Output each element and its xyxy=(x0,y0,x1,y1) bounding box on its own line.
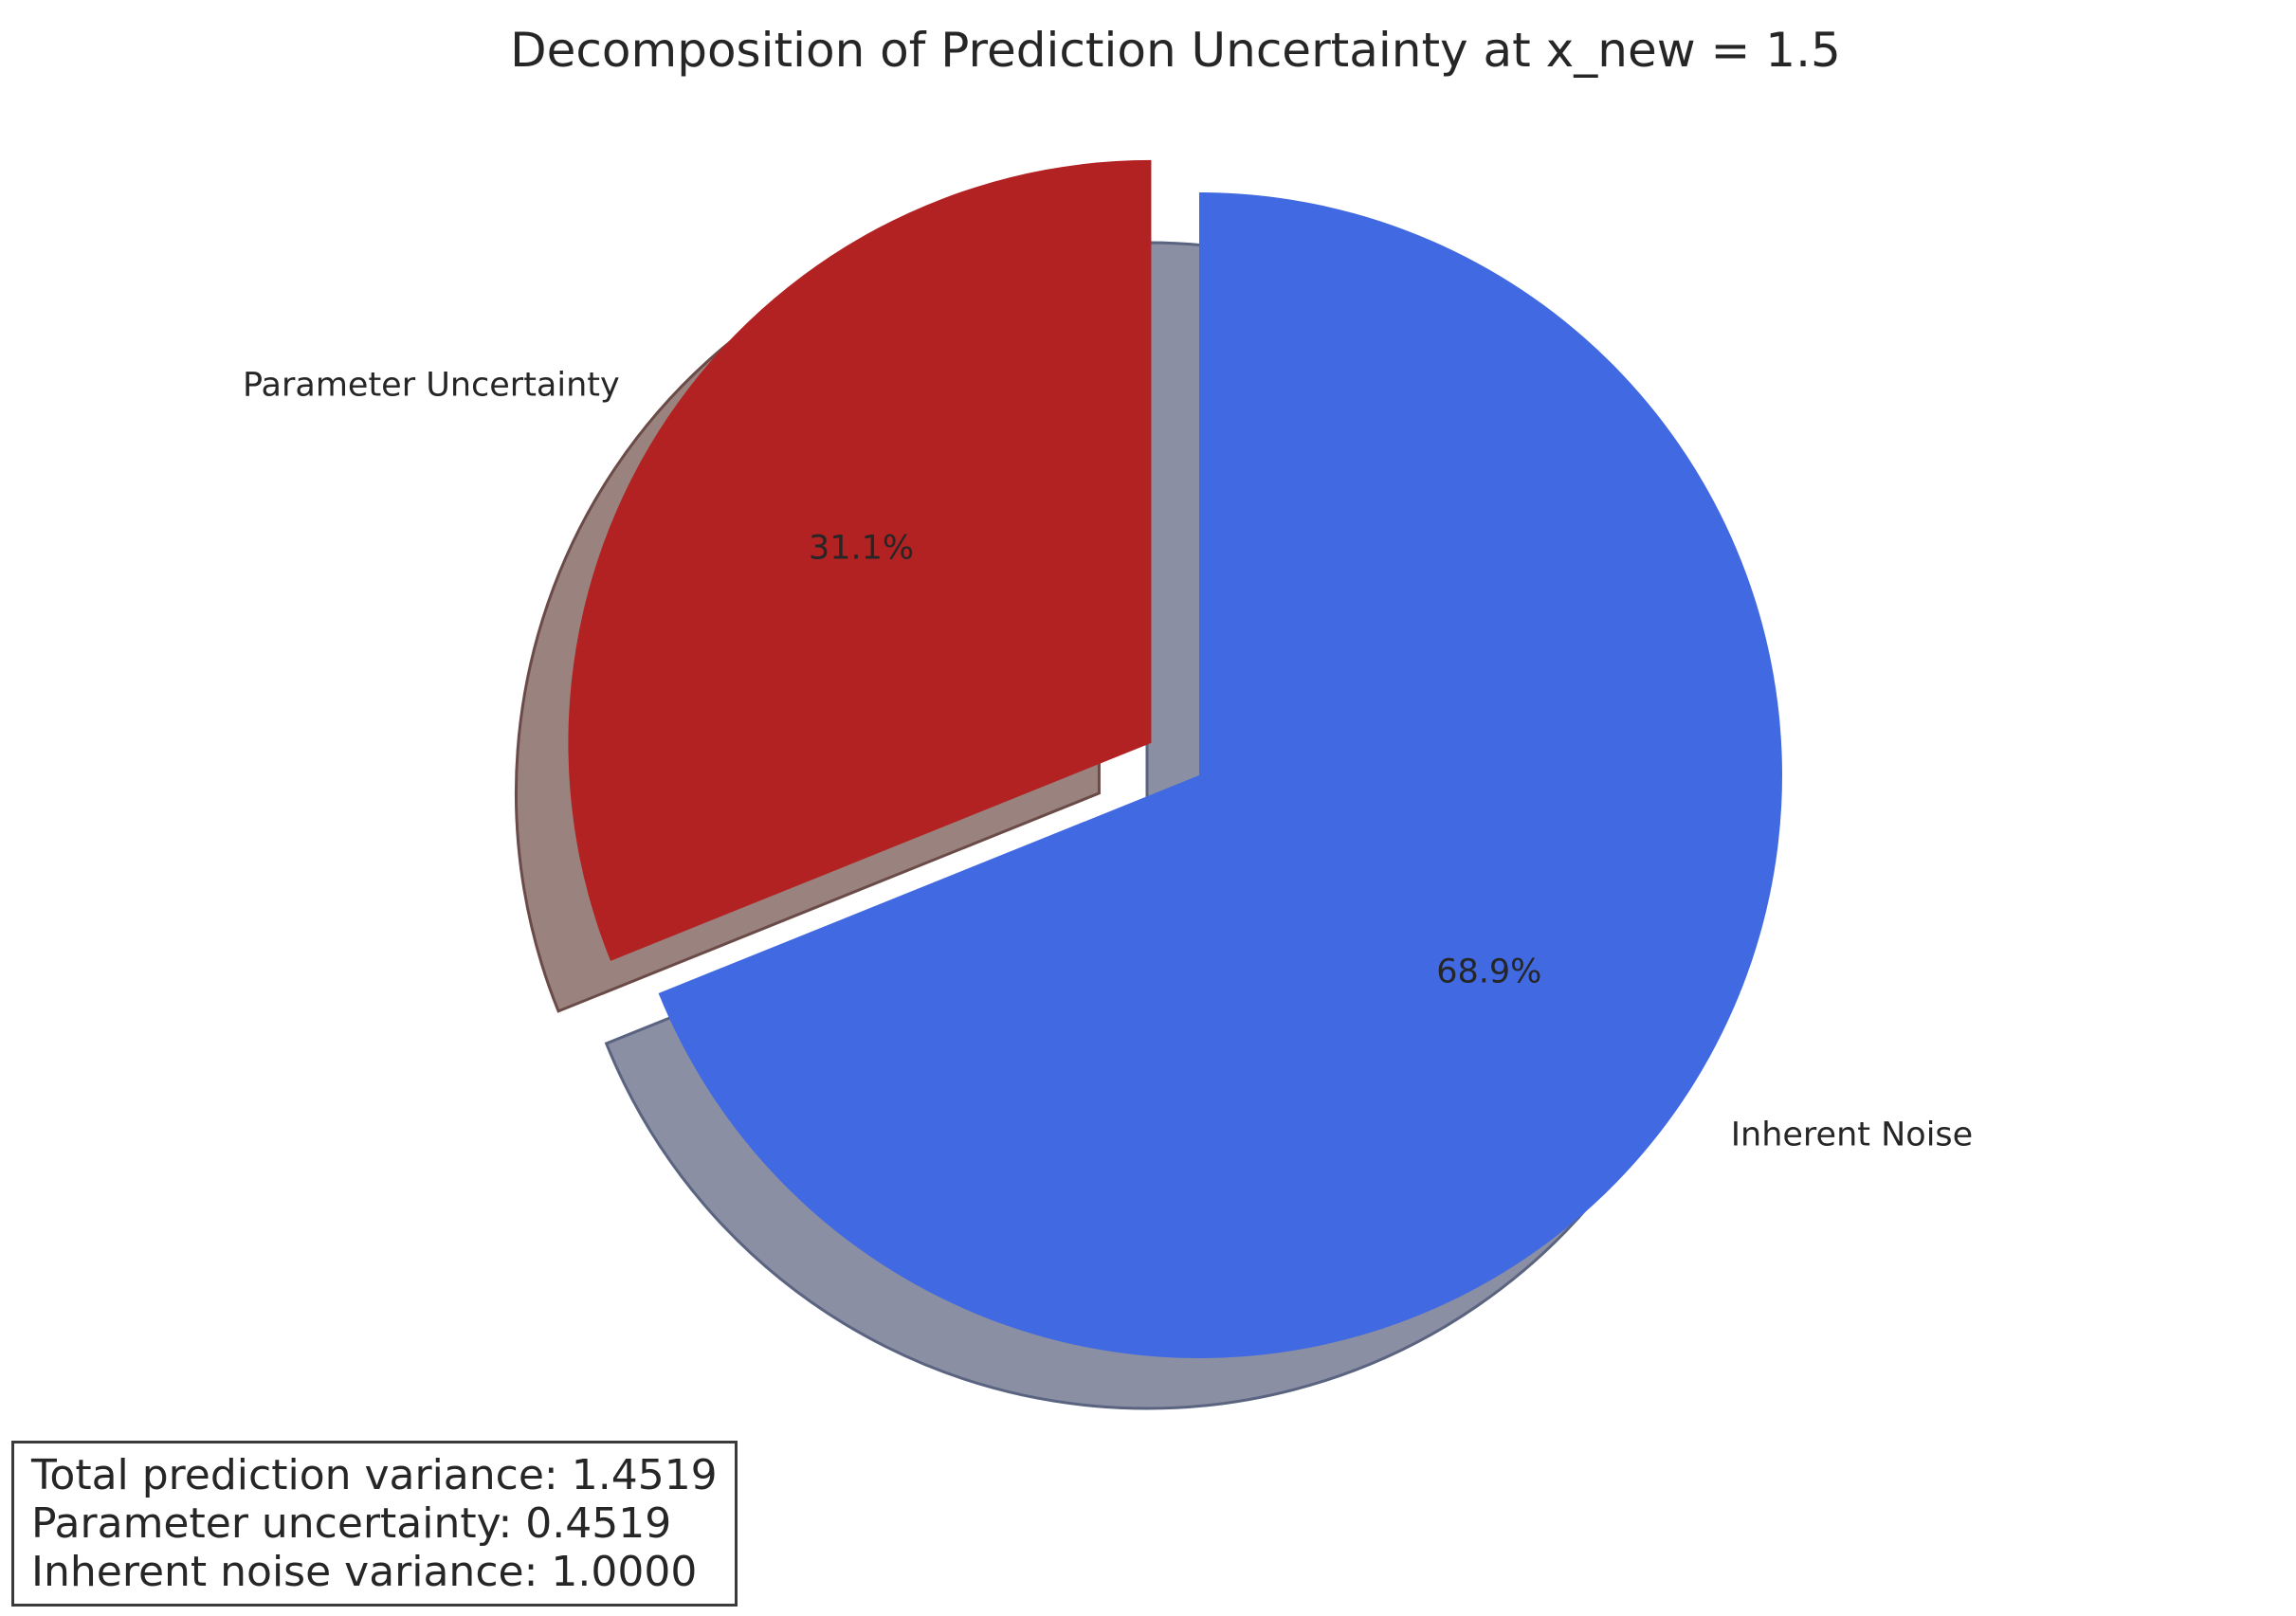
slice-inherent-noise xyxy=(658,192,1782,1358)
pct-label-parameter-uncertainty: 31.1% xyxy=(809,529,914,567)
total-variance-text: Total prediction variance: 1.4519 xyxy=(31,1451,718,1499)
label-parameter-uncertainty: Parameter Uncertainty xyxy=(243,366,620,404)
noise-variance-text: Inherent noise variance: 1.0000 xyxy=(31,1548,698,1596)
chart-title: Decomposition of Prediction Uncertainty … xyxy=(510,23,1841,78)
parameter-uncertainty-text: Parameter uncertainty: 0.4519 xyxy=(31,1499,672,1548)
pie-group: Inherent Noise 68.9% Parameter Uncertainty… xyxy=(243,159,1974,1410)
pct-label-inherent-noise: 68.9% xyxy=(1436,953,1541,990)
slice-parameter-uncertainty xyxy=(568,159,1152,961)
label-inherent-noise: Inherent Noise xyxy=(1731,1116,1974,1153)
variance-info-box: Total prediction variance: 1.4519 Parame… xyxy=(11,1441,738,1607)
